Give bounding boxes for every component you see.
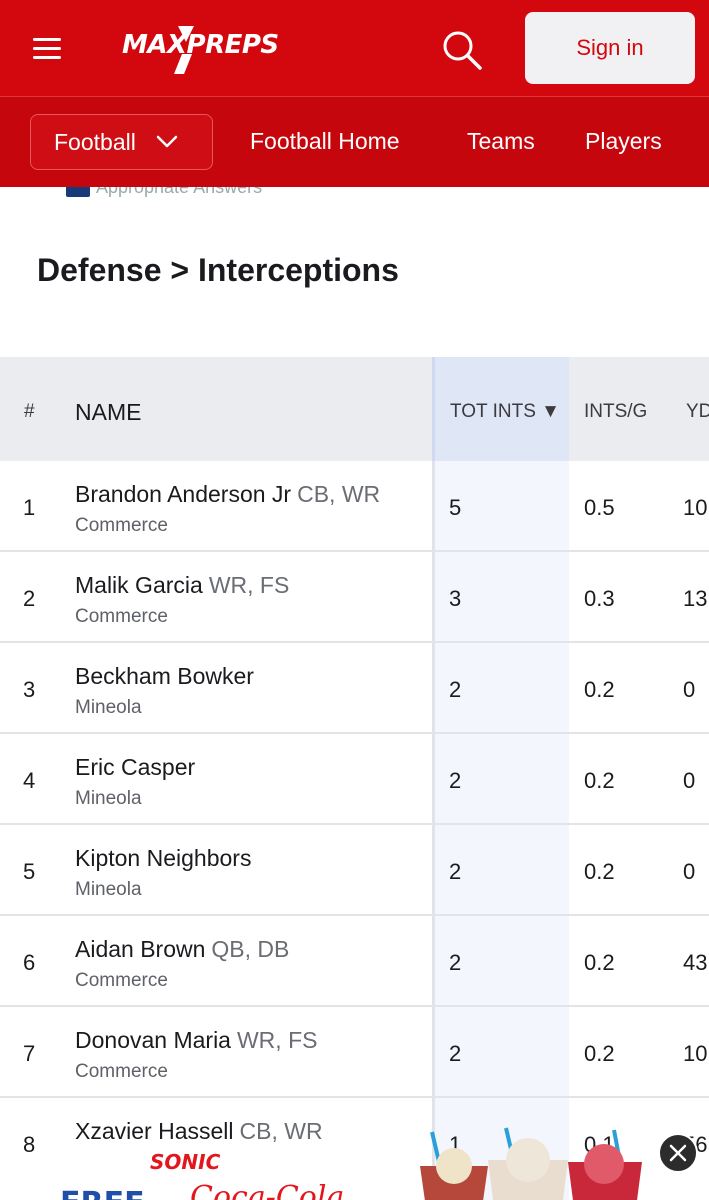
player-name[interactable]: Malik Garcia: [75, 572, 203, 598]
table-row[interactable]: 2 Malik Garcia WR, FS Commerce 3 0.3 13: [0, 552, 709, 643]
player-position: WR, FS: [236, 1027, 318, 1053]
search-icon[interactable]: [441, 29, 483, 71]
cell-rank: 3: [23, 677, 36, 702]
player-school[interactable]: Commerce: [75, 1061, 168, 1082]
sport-selector-dropdown[interactable]: Football: [30, 114, 213, 170]
sonic-logo: SONIC: [150, 1150, 221, 1174]
cell-rank: 8: [23, 1132, 36, 1157]
player-name-cell[interactable]: Eric Casper: [75, 754, 201, 781]
top-header: MAXPREPS Sign in: [0, 0, 709, 96]
cell-tot-ints: 2: [449, 677, 462, 702]
cell-rank: 1: [23, 495, 36, 520]
cell-yards: 10: [683, 495, 708, 520]
player-position: CB, WR: [239, 1118, 323, 1144]
cell-tot-ints: 5: [449, 495, 462, 520]
maxpreps-logo[interactable]: MAXPREPS: [122, 24, 292, 76]
player-name[interactable]: Kipton Neighbors: [75, 845, 252, 871]
player-name-cell[interactable]: Malik Garcia WR, FS: [75, 572, 289, 599]
player-name[interactable]: Xzavier Hassell: [75, 1118, 234, 1144]
table-row[interactable]: 3 Beckham Bowker Mineola 2 0.2 0: [0, 643, 709, 734]
table-row[interactable]: 6 Aidan Brown QB, DB Commerce 2 0.2 43: [0, 916, 709, 1007]
ad-remnant[interactable]: Appropriate Answers: [66, 187, 366, 199]
ad-remnant-text: Appropriate Answers: [96, 187, 263, 197]
cell-yards: 0: [683, 859, 696, 884]
player-position: CB, WR: [297, 481, 381, 507]
player-name-cell[interactable]: Beckham Bowker: [75, 663, 260, 690]
cell-ints-per-game: 0.2: [584, 768, 615, 793]
cell-ints-per-game: 0.2: [584, 1041, 615, 1066]
cell-yards: 10: [683, 1041, 708, 1066]
sport-nav: Football Football Home Teams Players: [0, 96, 709, 187]
cell-rank: 5: [23, 859, 36, 884]
cell-rank: 7: [23, 1041, 36, 1066]
player-name[interactable]: Eric Casper: [75, 754, 196, 780]
player-name-cell[interactable]: Brandon Anderson Jr CB, WR: [75, 481, 380, 508]
cell-yards: 43: [683, 950, 708, 975]
player-name-cell[interactable]: Kipton Neighbors: [75, 845, 257, 872]
player-school[interactable]: Mineola: [75, 788, 142, 809]
maxpreps-logo-graphic: [174, 26, 194, 74]
table-row[interactable]: 4 Eric Casper Mineola 2 0.2 0: [0, 734, 709, 825]
player-school[interactable]: Commerce: [75, 970, 168, 991]
ad-free-text: FREE: [60, 1186, 145, 1200]
cell-ints-per-game: 0.2: [584, 677, 615, 702]
table-header: # NAME TOT INTS ▼ INTS/G YD: [0, 357, 709, 461]
maxpreps-logo-text: MAXPREPS: [122, 30, 279, 60]
table-row[interactable]: 7 Donovan Maria WR, FS Commerce 2 0.2 10: [0, 1007, 709, 1098]
cell-tot-ints: 3: [449, 586, 462, 611]
cell-rank: 6: [23, 950, 36, 975]
player-name[interactable]: Beckham Bowker: [75, 663, 254, 689]
cell-yards: 0: [683, 768, 696, 793]
nav-link-teams[interactable]: Teams: [467, 128, 535, 154]
player-position: QB, DB: [211, 936, 290, 962]
player-name-cell[interactable]: Xzavier Hassell CB, WR: [75, 1118, 323, 1145]
cell-tot-ints: 2: [449, 950, 462, 975]
cell-tot-ints: 2: [449, 859, 462, 884]
cell-rank: 2: [23, 586, 36, 611]
header-tot-ints[interactable]: TOT INTS ▼: [450, 401, 560, 422]
table-row[interactable]: 5 Kipton Neighbors Mineola 2 0.2 0: [0, 825, 709, 916]
cell-tot-ints: 2: [449, 768, 462, 793]
header-ints-per-game[interactable]: INTS/G: [584, 401, 648, 422]
cell-ints-per-game: 0.5: [584, 495, 615, 520]
header-rank: #: [24, 401, 35, 422]
ad-badge-icon: [66, 187, 90, 197]
player-school[interactable]: Mineola: [75, 697, 142, 718]
player-name[interactable]: Aidan Brown: [75, 936, 206, 962]
ad-drinks-image: [420, 1127, 642, 1200]
sport-selector-label: Football: [54, 128, 136, 155]
ad-close-button[interactable]: [658, 1133, 698, 1173]
header-name[interactable]: NAME: [75, 399, 142, 425]
player-position: WR, FS: [208, 572, 290, 598]
table-row[interactable]: 1 Brandon Anderson Jr CB, WR Commerce 5 0…: [0, 461, 709, 552]
header-yards[interactable]: YD: [686, 401, 709, 422]
coca-cola-logo: Coca-Cola: [190, 1180, 345, 1200]
player-school[interactable]: Commerce: [75, 606, 168, 627]
sign-in-button[interactable]: Sign in: [525, 12, 695, 84]
menu-icon[interactable]: [33, 38, 61, 60]
cell-yards: 0: [683, 677, 696, 702]
cell-ints-per-game: 0.3: [584, 586, 615, 611]
cell-yards: 13: [683, 586, 708, 611]
player-school[interactable]: Mineola: [75, 879, 142, 900]
nav-link-players[interactable]: Players: [585, 128, 662, 154]
cell-ints-per-game: 0.2: [584, 859, 615, 884]
sorted-column-bg: [432, 461, 569, 1200]
close-icon: [669, 1144, 687, 1162]
nav-link-football-home[interactable]: Football Home: [250, 128, 400, 154]
cell-tot-ints: 2: [449, 1041, 462, 1066]
player-name-cell[interactable]: Aidan Brown QB, DB: [75, 936, 289, 963]
bottom-ad-banner[interactable]: [0, 1118, 709, 1200]
chevron-down-icon: [156, 135, 178, 148]
player-school[interactable]: Commerce: [75, 515, 168, 536]
player-name[interactable]: Donovan Maria: [75, 1027, 231, 1053]
cell-rank: 4: [23, 768, 36, 793]
page-title: Defense > Interceptions: [37, 252, 399, 288]
player-name-cell[interactable]: Donovan Maria WR, FS: [75, 1027, 317, 1054]
cell-ints-per-game: 0.2: [584, 950, 615, 975]
player-name[interactable]: Brandon Anderson Jr: [75, 481, 292, 507]
sorted-column-header-bg: [432, 357, 569, 461]
